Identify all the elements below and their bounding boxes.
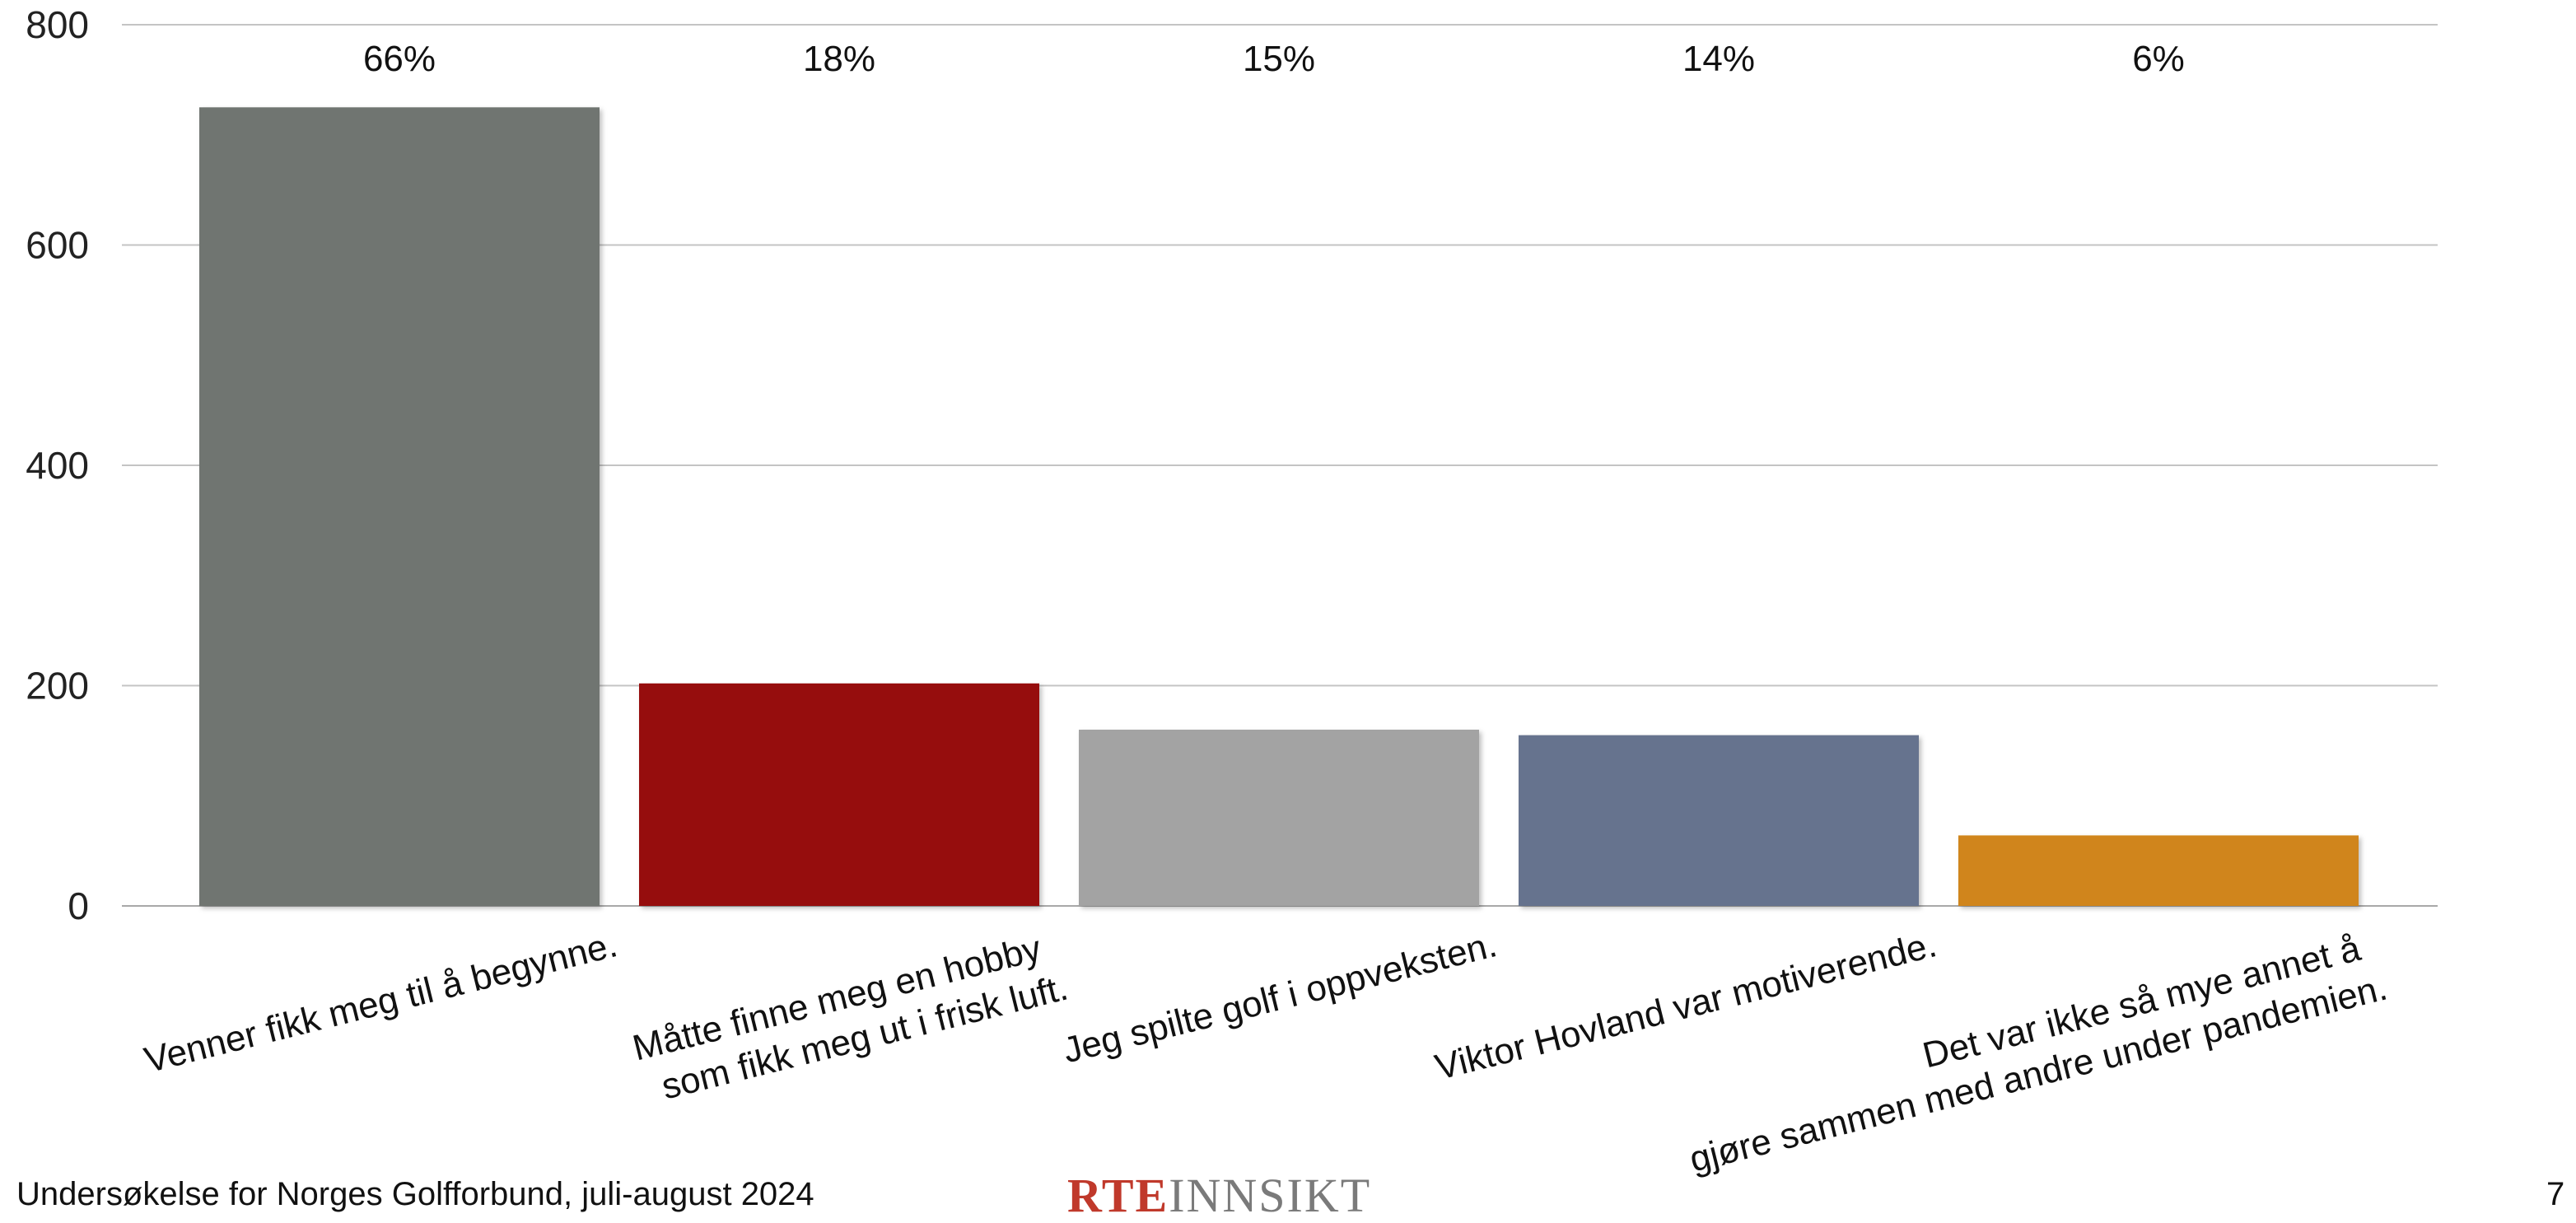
page-number: 7 xyxy=(2546,1176,2565,1212)
bar xyxy=(199,107,600,906)
category-label: Venner fikk meg til å begynne. xyxy=(141,924,622,1081)
category-label-line: Venner fikk meg til å begynne. xyxy=(141,924,622,1081)
data-label: 18% xyxy=(803,39,875,79)
survey-footer-text: Undersøkelse for Norges Golfforbund, jul… xyxy=(16,1176,814,1212)
y-tick-label: 600 xyxy=(26,224,89,267)
category-label-line: Viktor Hovland var motiverende. xyxy=(1431,924,1941,1088)
category-label: Viktor Hovland var motiverende. xyxy=(1431,924,1941,1088)
data-label: 6% xyxy=(2132,39,2185,79)
bar xyxy=(1519,735,1919,906)
logo-brand: RTE xyxy=(1067,1169,1169,1222)
data-label: 15% xyxy=(1243,39,1315,79)
logo-word: INNSIKT xyxy=(1169,1169,1372,1222)
bar xyxy=(1958,835,2359,906)
y-tick-label: 0 xyxy=(68,885,89,927)
bar xyxy=(1079,730,1479,906)
data-label: 14% xyxy=(1682,39,1755,79)
company-logo: RTEINNSIKT xyxy=(1067,1168,1371,1223)
data-label: 66% xyxy=(363,39,436,79)
bar xyxy=(639,683,1039,906)
y-tick-label: 800 xyxy=(26,3,89,46)
y-tick-label: 200 xyxy=(26,665,89,707)
y-tick-label: 400 xyxy=(26,444,89,487)
